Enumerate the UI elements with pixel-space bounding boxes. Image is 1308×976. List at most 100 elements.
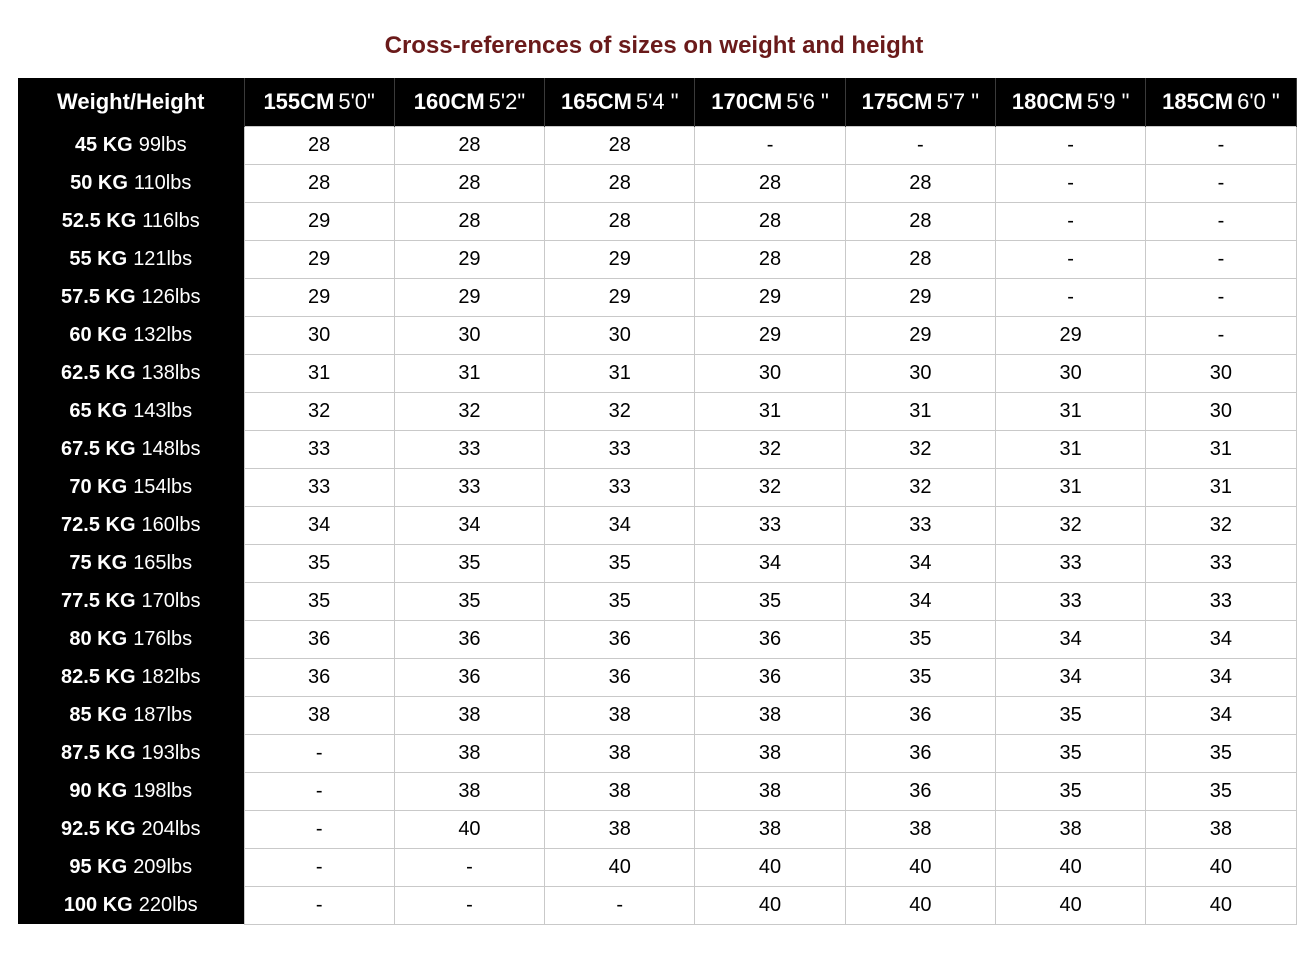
col-header-cm: 170CM xyxy=(711,89,782,114)
table-row: 55 KG121lbs2929292828-- xyxy=(18,240,1296,278)
size-cell: - xyxy=(545,886,695,924)
size-cell: 31 xyxy=(545,354,695,392)
size-cell: 28 xyxy=(695,202,845,240)
size-cell: 29 xyxy=(695,278,845,316)
row-header-kg: 100 KG xyxy=(64,894,133,916)
size-cell: 30 xyxy=(695,354,845,392)
size-cell: 35 xyxy=(545,582,695,620)
col-header: 155CM5'0" xyxy=(244,78,394,126)
table-row: 82.5 KG182lbs36363636353434 xyxy=(18,658,1296,696)
row-header: 92.5 KG204lbs xyxy=(18,810,244,848)
size-cell: 28 xyxy=(394,202,544,240)
size-cell: 28 xyxy=(845,240,995,278)
size-cell: - xyxy=(394,886,544,924)
size-cell: 38 xyxy=(695,772,845,810)
size-cell: 30 xyxy=(244,316,394,354)
size-cell: 28 xyxy=(244,126,394,164)
size-cell: 34 xyxy=(845,544,995,582)
table-row: 62.5 KG138lbs31313130303030 xyxy=(18,354,1296,392)
row-header: 45 KG99lbs xyxy=(18,126,244,164)
size-cell: 32 xyxy=(695,468,845,506)
table-row: 77.5 KG170lbs35353535343333 xyxy=(18,582,1296,620)
size-cell: 35 xyxy=(1146,734,1296,772)
size-cell: 30 xyxy=(545,316,695,354)
size-cell: 38 xyxy=(545,772,695,810)
row-header-lbs: 138lbs xyxy=(142,362,201,384)
row-header: 60 KG 132lbs xyxy=(18,316,244,354)
row-header-lbs: 99lbs xyxy=(139,134,187,156)
size-cell: 29 xyxy=(244,202,394,240)
row-header-kg: 90 KG xyxy=(69,780,127,802)
row-header-kg: 50 KG xyxy=(70,172,128,194)
row-header-lbs: 165lbs xyxy=(133,552,192,574)
size-cell: 36 xyxy=(244,620,394,658)
row-header: 75 KG165lbs xyxy=(18,544,244,582)
size-cell: 29 xyxy=(995,316,1145,354)
row-header: 50 KG110lbs xyxy=(18,164,244,202)
size-cell: 29 xyxy=(845,278,995,316)
size-cell: - xyxy=(995,202,1145,240)
size-cell: 34 xyxy=(1146,620,1296,658)
size-cell: 36 xyxy=(394,658,544,696)
row-header: 67.5 KG148lbs xyxy=(18,430,244,468)
table-row: 87.5 KG193lbs-383838363535 xyxy=(18,734,1296,772)
size-cell: 28 xyxy=(545,164,695,202)
size-cell: 40 xyxy=(695,886,845,924)
row-header-kg: 77.5 KG xyxy=(61,590,135,612)
size-cell: 35 xyxy=(394,544,544,582)
size-cell: 31 xyxy=(1146,468,1296,506)
size-cell: 36 xyxy=(394,620,544,658)
row-header: 65 KG143lbs xyxy=(18,392,244,430)
row-header-kg: 60 KG xyxy=(69,324,127,346)
table-row: 67.5 KG148lbs33333332323131 xyxy=(18,430,1296,468)
table-row: 80 KG176lbs36363636353434 xyxy=(18,620,1296,658)
size-cell: 33 xyxy=(394,468,544,506)
row-header: 80 KG176lbs xyxy=(18,620,244,658)
size-cell: 40 xyxy=(545,848,695,886)
size-cell: 30 xyxy=(1146,354,1296,392)
size-cell: 38 xyxy=(244,696,394,734)
size-cell: - xyxy=(995,278,1145,316)
table-header-row: Weight/Height 155CM5'0" 160CM5'2" 165CM5… xyxy=(18,78,1296,126)
size-cell: 31 xyxy=(695,392,845,430)
size-cell: - xyxy=(244,772,394,810)
size-cell: 33 xyxy=(995,582,1145,620)
size-cell: 32 xyxy=(845,468,995,506)
size-cell: 36 xyxy=(845,734,995,772)
table-row: 70 KG154lbs33333332323131 xyxy=(18,468,1296,506)
size-cell: 33 xyxy=(394,430,544,468)
size-cell: 35 xyxy=(995,734,1145,772)
size-cell: 30 xyxy=(1146,392,1296,430)
size-cell: - xyxy=(995,164,1145,202)
size-cell: 34 xyxy=(995,658,1145,696)
size-cell: 33 xyxy=(695,506,845,544)
row-header-kg: 57.5 KG xyxy=(61,286,135,308)
row-header-lbs: 132lbs xyxy=(133,324,192,346)
size-cell: 33 xyxy=(545,430,695,468)
size-cell: 28 xyxy=(845,164,995,202)
col-header-cm: 160CM xyxy=(414,89,485,114)
size-cell: 30 xyxy=(394,316,544,354)
col-header-cm: 180CM xyxy=(1012,89,1083,114)
row-header: 55 KG121lbs xyxy=(18,240,244,278)
table-row: 60 KG132lbs303030292929- xyxy=(18,316,1296,354)
size-cell: 38 xyxy=(545,696,695,734)
size-cell: 38 xyxy=(695,734,845,772)
size-cell: 31 xyxy=(1146,430,1296,468)
size-cell: 34 xyxy=(695,544,845,582)
size-cell: 32 xyxy=(394,392,544,430)
col-header-ft: 6'0 " xyxy=(1237,89,1280,114)
row-header: 85 KG187lbs xyxy=(18,696,244,734)
size-cell: 33 xyxy=(995,544,1145,582)
row-header: 77.5 KG170lbs xyxy=(18,582,244,620)
size-cell: 28 xyxy=(244,164,394,202)
row-header-kg: 70 KG xyxy=(69,476,127,498)
size-cell: 28 xyxy=(695,240,845,278)
table-row: 95 KG209lbs--4040404040 xyxy=(18,848,1296,886)
size-cell: 38 xyxy=(995,810,1145,848)
size-cell: 36 xyxy=(845,696,995,734)
size-cell: 35 xyxy=(695,582,845,620)
row-header: 100 KG220lbs xyxy=(18,886,244,924)
row-header-lbs: 209lbs xyxy=(133,856,192,878)
col-header-cm: 185CM xyxy=(1162,89,1233,114)
